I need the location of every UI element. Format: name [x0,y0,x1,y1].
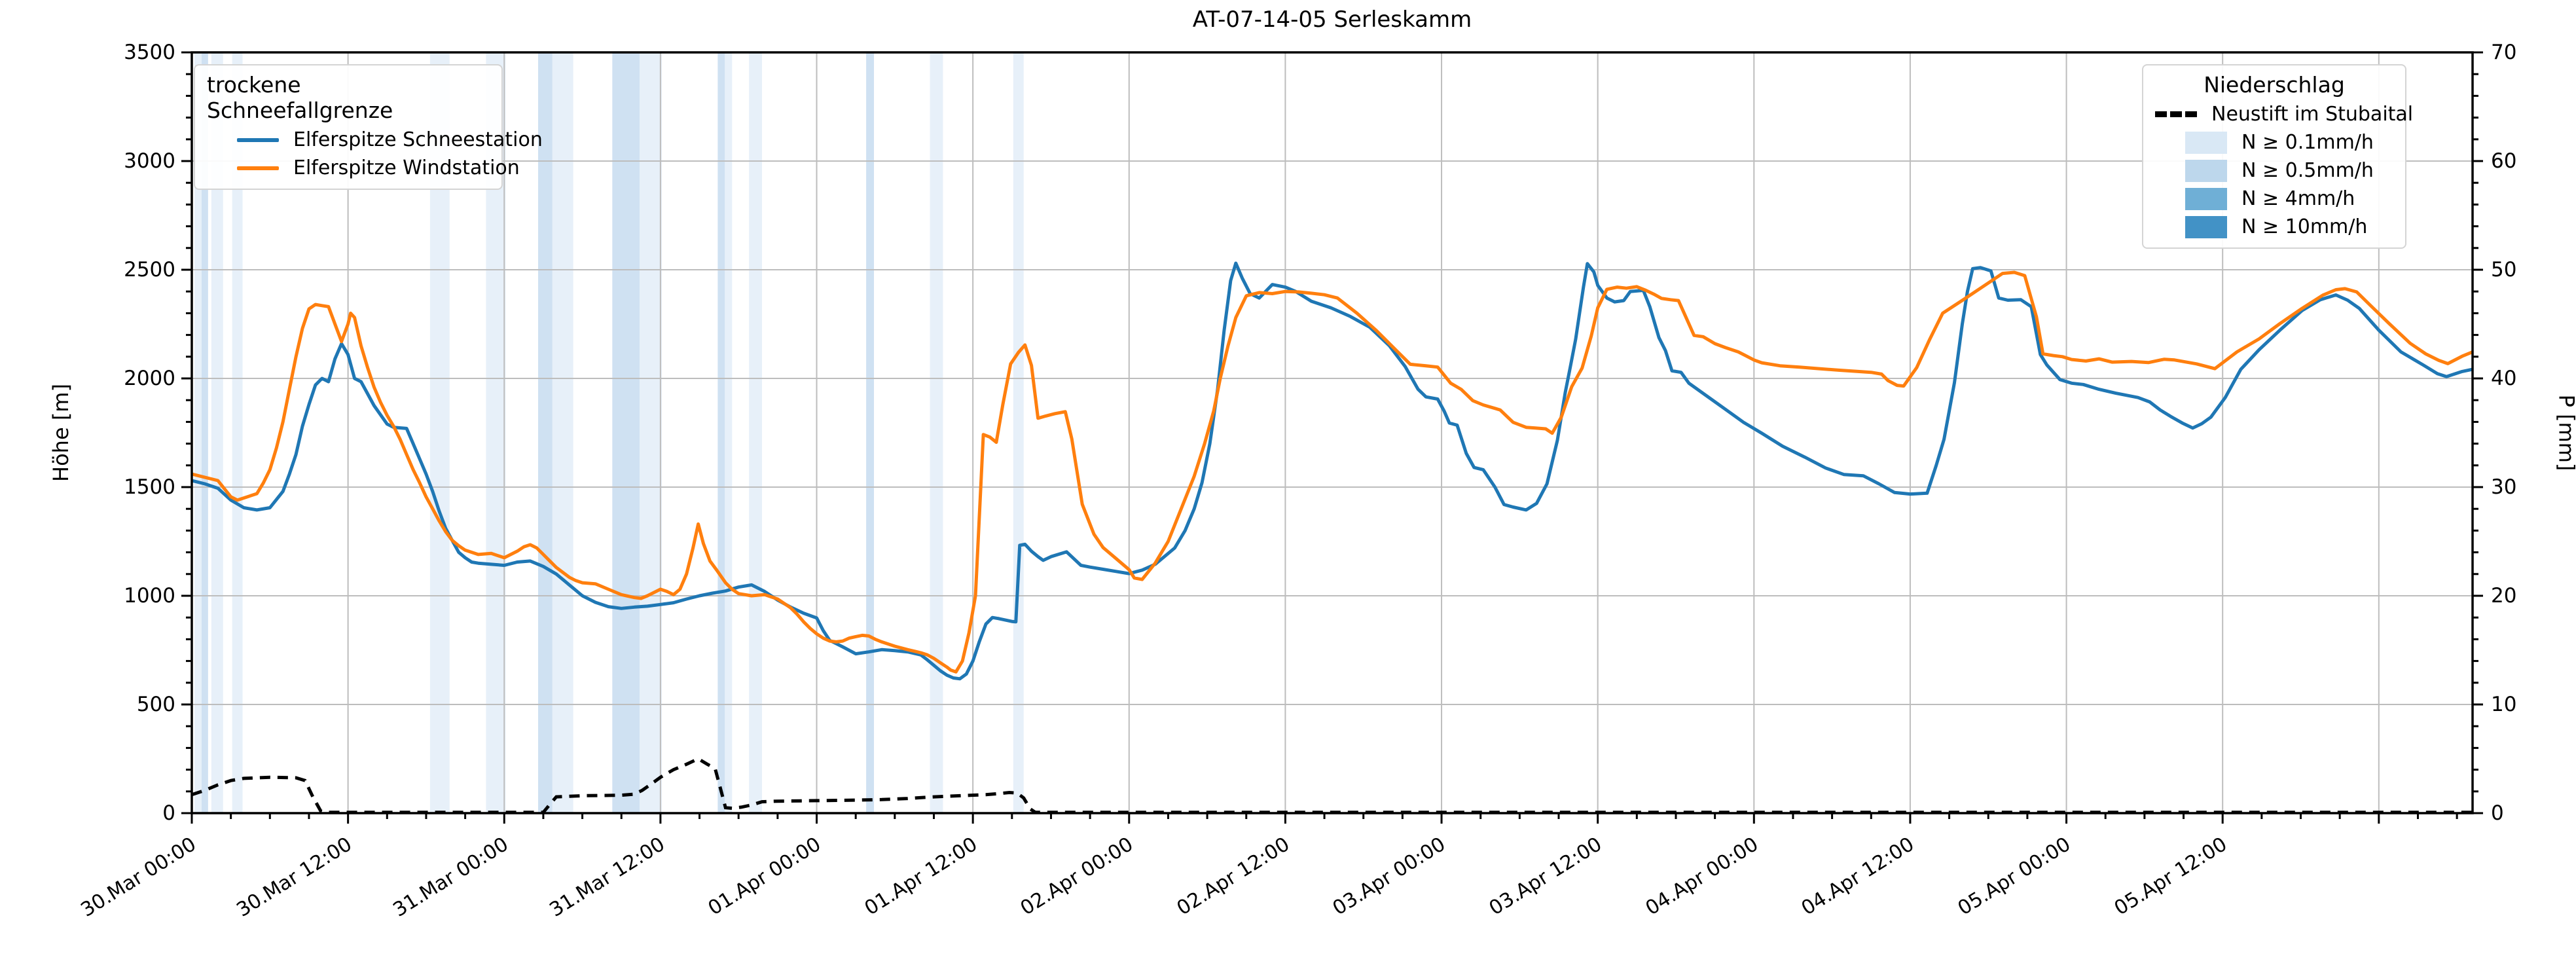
precip-dashed-line [192,757,2473,813]
y-tick-left: 0 [162,801,175,825]
y-tick-right: 60 [2491,149,2517,173]
precip-band [1013,52,1024,813]
legend-item-label: Neustift im Stubaital [2211,103,2414,126]
legend-item-label: Elferspitze Windstation [293,156,520,179]
line-sample-orange-icon [237,166,279,170]
precip-band [201,52,208,813]
y-tick-left: 3000 [124,149,175,173]
legend-item-neustift: Neustift im Stubaital [2155,103,2413,126]
y-tick-left: 1500 [124,475,175,499]
y-tick-right: 20 [2491,584,2517,608]
precip-band [866,52,875,813]
legend-item-windstation: Elferspitze Windstation [207,156,520,179]
y-tick-right: 70 [2491,41,2517,64]
legend-item-label: N ≥ 10mm/h [2241,215,2368,238]
series-line-schneestation [192,261,2473,681]
precip-band [717,52,725,813]
legend-item-label: N ≥ 0.5mm/h [2241,159,2374,182]
legend-precip: Niederschlag Neustift im Stubaital N ≥ 0… [2142,64,2413,249]
legend-item-precip-class: N ≥ 10mm/h [2155,215,2393,238]
y-tick-right: 30 [2491,475,2517,499]
axes-spines [190,51,2474,814]
legend-item-label: N ≥ 4mm/h [2241,187,2355,210]
precip-class-swatch-icon [2185,215,2227,238]
legend-item-label: N ≥ 0.1mm/h [2241,131,2374,154]
y-axis-label-right: P [mm] [2554,395,2576,471]
y-tick-left: 3500 [124,41,175,64]
y-tick-left: 500 [136,693,175,716]
line-sample-blue-icon [237,137,279,142]
gridlines [192,52,2473,813]
legend-item-precip-class: N ≥ 0.1mm/h [2155,131,2393,154]
y-tick-right: 0 [2491,801,2504,825]
dashed-line-sample-icon [2155,111,2197,117]
legend-snowline-title: trockene Schneefallgrenze [207,72,393,123]
legend-precip-title: Niederschlag [2204,72,2345,98]
y-tick-right: 10 [2491,693,2517,716]
precip-class-swatch-icon [2185,159,2227,182]
legend-item-schneestation: Elferspitze Schneestation [207,128,543,151]
y-tick-left: 2000 [124,367,175,390]
precip-band [211,52,223,813]
legend-precip-classes: N ≥ 0.1mm/h N ≥ 0.5mm/h N ≥ 4mm/h N ≥ 10mm/… [2143,131,2405,238]
y-tick-right: 40 [2491,367,2517,390]
legend-item-label: Elferspitze Schneestation [293,128,543,151]
chart-title: AT-07-14-05 Serleskamm [1192,7,1472,33]
precip-class-swatch-icon [2185,187,2227,210]
precip-band [725,52,733,813]
precip-band [194,52,202,813]
precip-band [537,52,553,813]
y-tick-left: 2500 [124,258,175,282]
legend-item-precip-class: N ≥ 4mm/h [2155,187,2393,210]
series-line-windstation [192,270,2473,674]
precip-band [552,52,573,813]
precip-band [640,52,662,813]
legend-snowline: trockene Schneefallgrenze Elferspitze Sc… [194,64,543,190]
precip-class-swatch-icon [2185,131,2227,154]
y-tick-right: 50 [2491,258,2517,282]
precip-band [232,52,243,813]
precip-band [749,52,762,813]
y-tick-left: 1000 [124,584,175,608]
y-axis-label-left: Höhe [m] [48,384,73,482]
precip-band [612,52,640,813]
legend-item-precip-class: N ≥ 0.5mm/h [2155,159,2393,182]
precip-band [930,52,943,813]
axis-ticks [181,51,2483,824]
